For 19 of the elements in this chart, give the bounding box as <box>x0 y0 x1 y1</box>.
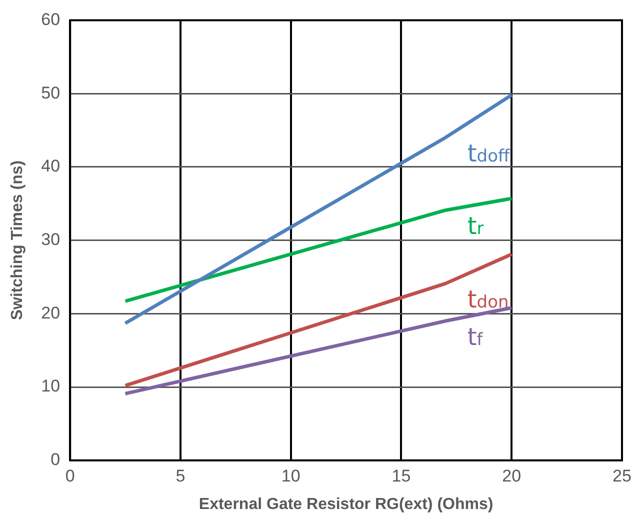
x-tick-label: 0 <box>65 466 75 486</box>
y-tick-label: 20 <box>41 303 60 322</box>
x-tick-label: 15 <box>392 466 411 486</box>
y-tick-label: 60 <box>41 10 60 29</box>
x-axis-title: External Gate Resistor RG(ext) (Ohms) <box>198 496 494 513</box>
y-tick-label: 0 <box>50 450 60 470</box>
y-tick-label: 40 <box>41 156 60 176</box>
y-axis-title: Switching Times (ns) <box>9 160 26 320</box>
series-label: tdoff <box>467 140 511 168</box>
series-label: tr <box>467 212 484 240</box>
x-tick-label: 10 <box>281 466 300 486</box>
x-tick-label: 20 <box>502 466 522 486</box>
series-label: tdon <box>467 286 509 314</box>
x-tick-label: 5 <box>176 466 186 486</box>
y-tick-label: 10 <box>41 376 60 396</box>
series-label: tf <box>467 323 484 352</box>
y-tick-label: 50 <box>41 83 60 102</box>
x-tick-label: 25 <box>612 466 632 486</box>
y-tick-label: 30 <box>41 230 60 249</box>
